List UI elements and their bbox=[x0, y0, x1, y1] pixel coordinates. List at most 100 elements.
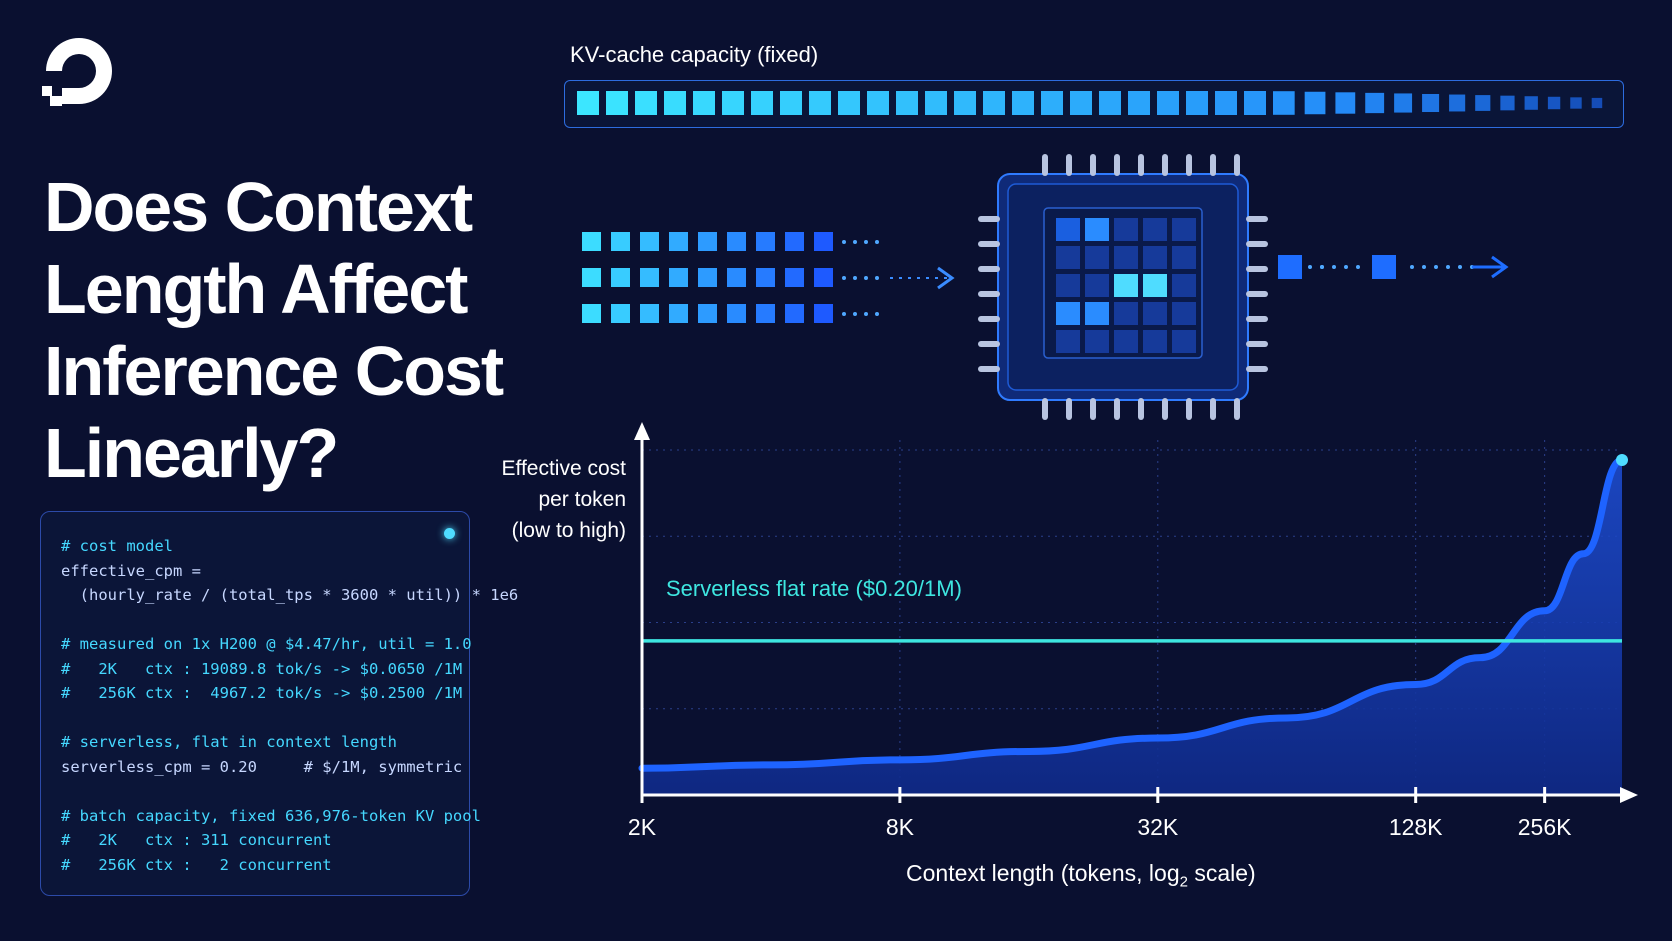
kv-block bbox=[1215, 91, 1237, 115]
kv-block bbox=[722, 91, 744, 115]
flow-dot bbox=[864, 312, 868, 316]
input-token-block bbox=[785, 232, 804, 251]
kv-block bbox=[1244, 91, 1266, 115]
chip-pin bbox=[1090, 154, 1096, 176]
kv-block bbox=[1547, 96, 1561, 110]
kv-block bbox=[1449, 94, 1466, 112]
core-cell bbox=[1172, 218, 1196, 241]
x-tick-label: 256K bbox=[1517, 814, 1572, 840]
code-block: # cost model effective_cpm = (hourly_rate… bbox=[61, 534, 518, 877]
input-token-block bbox=[698, 232, 717, 251]
code-line: serverless_cpm = 0.20 # $/1M, symmetric bbox=[61, 757, 463, 776]
input-token-block bbox=[582, 268, 601, 287]
kv-block bbox=[635, 91, 657, 115]
kv-cache-label: KV-cache capacity (fixed) bbox=[570, 42, 819, 67]
y-axis-arrow-icon bbox=[634, 422, 650, 440]
chip-pin bbox=[1162, 154, 1168, 176]
chip-pin bbox=[1138, 154, 1144, 176]
y-axis-label-line: (low to high) bbox=[511, 519, 626, 542]
kv-block bbox=[664, 91, 686, 115]
chip-pin bbox=[1246, 291, 1268, 297]
chip-pin bbox=[1186, 154, 1192, 176]
x-axis-label-sub: 2 bbox=[1179, 873, 1188, 891]
core-cell bbox=[1085, 246, 1109, 269]
input-token-block bbox=[727, 232, 746, 251]
kv-block bbox=[1335, 92, 1356, 114]
code-line: # 256K ctx : 4967.2 tok/s -> $0.2500 /1M bbox=[61, 684, 463, 702]
chip-pin bbox=[1246, 366, 1268, 372]
core-cell bbox=[1143, 330, 1167, 353]
core-cell bbox=[1172, 302, 1196, 325]
chip-pin bbox=[1186, 398, 1192, 420]
core-cell bbox=[1114, 302, 1138, 325]
chip-pin bbox=[1246, 216, 1268, 222]
chip-pin bbox=[1042, 398, 1048, 420]
chip-pin bbox=[1246, 266, 1268, 272]
x-tick-label: 32K bbox=[1137, 814, 1179, 840]
input-token-block bbox=[640, 304, 659, 323]
core-cell bbox=[1114, 330, 1138, 353]
chip-pin bbox=[978, 341, 1000, 347]
flow-dot bbox=[875, 312, 879, 316]
input-token-block bbox=[814, 304, 833, 323]
input-token-block bbox=[640, 232, 659, 251]
x-tick-label: 2K bbox=[627, 814, 657, 840]
chip-pin bbox=[978, 316, 1000, 322]
core-cell bbox=[1056, 218, 1080, 241]
code-line: # measured on 1x H200 @ $4.47/hr, util =… bbox=[61, 635, 472, 653]
flow-dot bbox=[1344, 265, 1348, 269]
flow-dot bbox=[1332, 265, 1336, 269]
flow-dot bbox=[842, 240, 846, 244]
output-token-block bbox=[1372, 255, 1396, 279]
flow-dot bbox=[864, 276, 868, 280]
page-title: Does Context Length Affect Inference Cos… bbox=[44, 166, 524, 494]
core-cell bbox=[1143, 274, 1167, 297]
kv-block bbox=[1591, 97, 1603, 109]
flow-dot bbox=[1446, 265, 1450, 269]
code-line: (hourly_rate / (total_tps * 3600 * util)… bbox=[61, 586, 519, 604]
x-axis-label-prefix: Context length (tokens, log bbox=[906, 860, 1180, 886]
input-token-block bbox=[669, 304, 688, 323]
kv-block bbox=[1365, 92, 1385, 114]
input-token-block bbox=[611, 304, 630, 323]
digitalocean-logo-icon[interactable] bbox=[38, 30, 120, 112]
x-tick-label: 8K bbox=[885, 814, 914, 840]
chip-pin bbox=[978, 291, 1000, 297]
flow-dot bbox=[1356, 265, 1360, 269]
kv-block bbox=[606, 91, 628, 115]
title-line: Length Affect bbox=[44, 250, 468, 328]
core-cell bbox=[1056, 330, 1080, 353]
input-token-block bbox=[698, 304, 717, 323]
cost-curve-line bbox=[638, 456, 1626, 772]
core-cell bbox=[1143, 302, 1167, 325]
input-token-block bbox=[669, 232, 688, 251]
input-token-block bbox=[814, 232, 833, 251]
core-cell bbox=[1056, 274, 1080, 297]
chip-pin bbox=[978, 241, 1000, 247]
input-token-block bbox=[582, 304, 601, 323]
flow-dot bbox=[853, 276, 857, 280]
flow-dot bbox=[842, 276, 846, 280]
kv-block bbox=[838, 91, 860, 115]
flow-dot bbox=[842, 312, 846, 316]
cost-area bbox=[642, 460, 1622, 795]
input-token-block bbox=[756, 268, 775, 287]
x-tick-label: 128K bbox=[1388, 814, 1443, 840]
chip-pin bbox=[1210, 154, 1216, 176]
chip-pin bbox=[1066, 154, 1072, 176]
x-axis-label-suffix: scale) bbox=[1187, 860, 1256, 886]
code-line: # 256K ctx : 2 concurrent bbox=[61, 855, 332, 874]
input-token-block bbox=[756, 232, 775, 251]
kv-block bbox=[809, 91, 831, 115]
flow-dot bbox=[875, 276, 879, 280]
input-token-block bbox=[727, 268, 746, 287]
chip-pin bbox=[978, 216, 1000, 222]
x-axis-arrow-icon bbox=[1620, 787, 1638, 803]
kv-block bbox=[867, 91, 889, 115]
core-cell bbox=[1114, 218, 1138, 241]
chip-pin bbox=[978, 366, 1000, 372]
kv-block bbox=[1394, 93, 1413, 113]
kv-block bbox=[954, 91, 976, 115]
flow-dot bbox=[853, 312, 857, 316]
